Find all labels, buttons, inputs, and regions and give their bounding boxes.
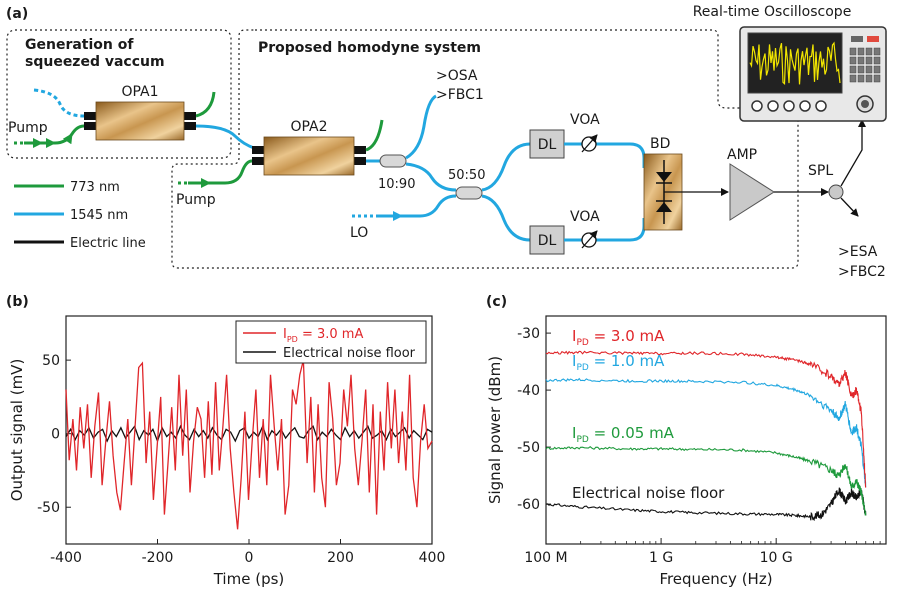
splitter [828,184,844,200]
delay-line-bottom [529,225,565,255]
chart-c-series-0 [545,350,867,488]
chart-c-series-1 [545,377,867,488]
chart-b-ytick-label: 50 [42,353,60,369]
legend-773-label: 773 nm [70,180,120,195]
voa-bottom-label: VOA [570,209,600,225]
legend-electric-label: Electric line [70,236,146,251]
chart-c: -60 -50 -40 -30 100 M 1 G 10 G Frequency (Hz)… [486,315,887,588]
photodiode-top-icon [656,172,672,182]
chart-b-xlabel: Time (ps) [213,570,285,588]
chart-c-ytick-label: -30 [517,326,540,342]
amp-label: AMP [727,147,757,163]
series-label-noise-floor: Electrical noise floor [572,484,725,502]
series-label-1mA: IPD = 1.0 mA [572,352,665,373]
series-label-3mA: IPD = 3.0 mA [572,327,665,348]
setup-diagram: (a) Generation of squeezed vaccum Propos… [6,4,887,280]
chart-b-ytick-label: -50 [37,500,60,516]
osa-label: >OSA [436,68,478,84]
chart-b-legend: IPD = 3.0 mA Electrical noise floor [235,320,427,364]
opa1-input-fiber-dashed [33,88,85,118]
esa-label: >ESA [838,244,878,260]
chart-c-xlabel: Frequency (Hz) [659,570,772,588]
panel-c-label: (c) [486,294,507,310]
generation-title-2: squeezed vaccum [25,54,165,70]
coupler-50-50-label: 50:50 [448,168,485,183]
opa2-crystal [263,136,355,176]
lo-label: LO [350,225,368,241]
spl-label: SPL [808,163,833,179]
generation-box [6,29,232,159]
chart-c-ylabel: Signal power (dBm) [486,356,504,504]
legend-1545-label: 1545 nm [70,208,128,223]
homodyne-title: Proposed homodyne system [258,40,481,56]
pump2-label: Pump [176,192,216,208]
pump1-label: Pump [8,120,48,136]
chart-c-xtick-label: 1 G [649,550,673,566]
pump2-fiber [188,159,253,185]
coupler-50-50 [455,186,483,200]
chart-b-series-1 [65,424,433,443]
series-label-005mA: IPD = 0.05 mA [572,424,675,445]
oscilloscope-label: Real-time Oscilloscope [693,4,852,20]
generation-title-1: Generation of [25,37,134,53]
coupler-10-90 [379,154,407,168]
opa1-crystal [95,101,185,141]
fiber-legend: 773 nm 1545 nm Electric line [14,180,146,251]
coupler-10-90-label: 10:90 [378,177,415,192]
chart-b-series-0 [65,359,433,530]
chart-b-ylabel: Output signal (mV) [8,359,26,502]
chart-c-series-3 [545,487,867,522]
chart-b: -50 0 50 -400 -200 0 200 400 Time (ps) Output … [8,315,446,588]
amplifier-icon [729,163,775,221]
pump1-fiber [24,124,85,149]
panel-a-label: (a) [6,6,28,22]
chart-c-ytick-label: -50 [517,440,540,456]
photodiode-bottom-icon [656,202,672,212]
delay-line-bottom-label: DL [538,233,557,249]
opa2-label: OPA2 [290,119,327,135]
chart-b-xtick-label: -400 [50,550,82,566]
opa2-out-green [365,119,384,152]
chart-c-xtick-label: 10 G [760,550,793,566]
fbc1-label: >FBC1 [436,87,484,103]
chart-c-series-2 [545,446,867,516]
delay-line-top-label: DL [538,137,557,153]
oscilloscope-icon [739,26,887,122]
opa1-label: OPA1 [121,84,158,100]
tap-fiber [405,94,437,160]
legend-b-label-2: Electrical noise floor [283,346,416,361]
chart-c-ytick-label: -60 [517,497,540,513]
chart-b-xtick-label: -200 [142,550,174,566]
chart-c-xtick-label: 100 M [524,550,567,566]
fbc2-label: >FBC2 [838,264,886,280]
voa-top-label: VOA [570,112,600,128]
chart-b-xtick-label: 200 [327,550,354,566]
lo-fiber [376,194,457,218]
opa1-out-green [195,91,216,118]
legend-b-label-1: IPD = 3.0 mA [283,327,363,344]
chart-b-xtick-label: 0 [245,550,254,566]
panel-b-label: (b) [6,294,29,310]
chart-c-ytick-label: -40 [517,383,540,399]
opa1-connector [84,112,96,120]
opa1-to-opa2-fiber [195,124,261,152]
bd-label: BD [650,136,670,152]
chart-b-xtick-label: 400 [419,550,446,566]
chart-b-ytick-label: 0 [51,427,60,443]
